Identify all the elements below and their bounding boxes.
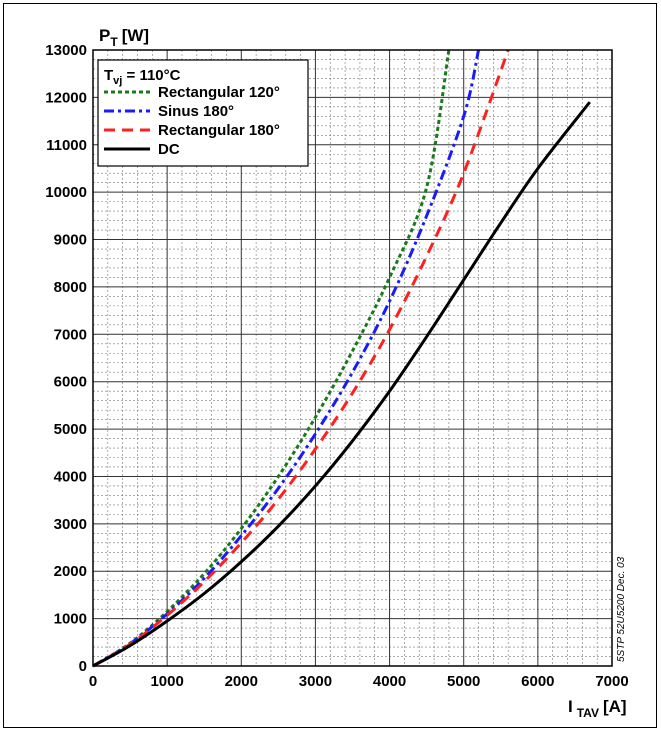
x-tick-label: 3000 — [299, 673, 332, 690]
x-tick-label: 6000 — [521, 673, 554, 690]
y-tick-label: 11000 — [46, 137, 87, 154]
legend-label-dc: DC — [158, 141, 180, 158]
y-tick-label: 3000 — [54, 516, 87, 533]
y-tick-label: 6000 — [54, 374, 87, 391]
x-tick-label: 0 — [89, 673, 97, 690]
y-tick-label: 7000 — [54, 326, 87, 343]
y-tick-label: 12000 — [45, 89, 87, 106]
legend-header-sub: vj — [113, 75, 122, 87]
legend-header: Tvj = 110°C — [104, 67, 181, 87]
side-note: 5STP 52U5200 Dec. 03 — [616, 556, 627, 662]
x-axis-label-sub: TAV — [577, 706, 599, 720]
x-tick-label: 2000 — [225, 673, 258, 690]
y-tick-label: 1000 — [54, 611, 87, 628]
y-tick-label: 4000 — [54, 468, 87, 485]
y-axis-label-sub: T — [110, 35, 118, 49]
x-tick-labels: 0 1000 2000 3000 4000 5000 6000 7000 — [89, 673, 629, 690]
curve-dc — [92, 101, 591, 668]
y-tick-label: 13000 — [45, 42, 87, 59]
y-tick-labels: 0 1000 2000 3000 4000 5000 6000 7000 8000 9000 100… — [45, 42, 87, 675]
y-axis-label: PT [W] — [99, 26, 149, 49]
y-axis-label-main: P — [99, 26, 110, 45]
y-tick-label: 8000 — [54, 279, 87, 296]
minor-grid — [93, 50, 612, 666]
legend: Tvj = 110°C Rectangular 120° Sinus 180° Re… — [97, 59, 309, 167]
legend-label-sinus-180: Sinus 180° — [158, 103, 234, 120]
legend-header-main: T — [104, 67, 113, 84]
x-tick-label: 5000 — [447, 673, 480, 690]
y-tick-label: 9000 — [54, 232, 87, 249]
legend-label-rectangular-120: Rectangular 120° — [158, 84, 280, 101]
y-tick-label: 2000 — [54, 563, 87, 580]
curves — [92, 49, 591, 668]
y-tick-label: 0 — [79, 658, 87, 675]
legend-label-rectangular-180: Rectangular 180° — [158, 122, 280, 139]
legend-header-rest: = 110°C — [122, 67, 180, 84]
x-tick-label: 1000 — [150, 673, 183, 690]
x-axis-label: I TAV [A] — [568, 697, 627, 720]
x-axis-label-unit: [A] — [603, 697, 627, 716]
y-tick-label: 10000 — [45, 184, 87, 201]
y-axis-label-unit: [W] — [122, 26, 149, 45]
plot-border — [92, 49, 613, 667]
y-tick-label: 5000 — [54, 421, 87, 438]
x-axis-label-main: I — [568, 697, 573, 716]
x-tick-label: 7000 — [595, 673, 628, 690]
x-tick-label: 4000 — [373, 673, 406, 690]
curve-rectangular-180 — [92, 49, 510, 668]
